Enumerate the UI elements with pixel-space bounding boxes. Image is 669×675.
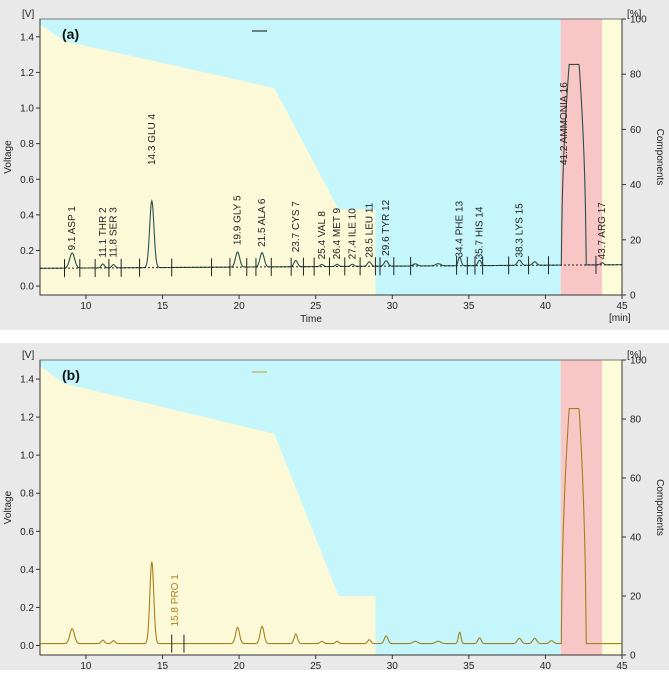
signal-trace (40, 407, 622, 645)
y-tick-label: 0.2 (20, 246, 34, 257)
x-tick-label: 35 (463, 661, 475, 670)
y-tick-label: 0.6 (20, 527, 34, 538)
y-tick-label: 1.2 (20, 413, 34, 424)
x-tick-label: 15 (157, 661, 169, 670)
y2-tick-label: 0 (630, 291, 636, 302)
y-tick-label: 1.4 (20, 32, 34, 43)
panel-label: (a) (62, 26, 79, 42)
background-band (602, 360, 622, 655)
y-tick-label: 0.6 (20, 175, 34, 186)
y-tick-label: 0.2 (20, 603, 34, 614)
y-tick-label: 1.2 (20, 68, 34, 79)
y-unit: [V] (22, 350, 34, 361)
x-tick-label: 10 (80, 661, 92, 670)
y2-tick-label: 40 (630, 180, 642, 191)
peak-label: 29.6 TYR 12 (381, 199, 392, 255)
peak-label: 26.4 MET 9 (332, 207, 343, 259)
peak-label: 9.1 ASP 1 (67, 206, 78, 251)
y2-tick-label: 20 (630, 592, 642, 603)
gradient-profile-area (40, 365, 376, 655)
peak-label: 28.5 LEU 11 (364, 202, 375, 257)
x-tick-label: 15 (157, 301, 169, 312)
chromatogram-panel-b: 0.0 0.2 0.4 0.6 0.8 1.0 1.2 1.4 0 20 40 60 80 100 10 15… (0, 343, 669, 675)
background-band (602, 19, 622, 295)
y-tick-label: 0.4 (20, 565, 34, 576)
x-tick-label: 25 (310, 661, 322, 670)
y-tick-label: 1.0 (20, 104, 34, 115)
y2-tick-label: 40 (630, 533, 642, 544)
y2-tick-label: 100 (630, 15, 647, 26)
peak-label: 19.9 GLY 5 (233, 195, 244, 245)
peak-label: 43.7 ARG 17 (597, 202, 608, 260)
peak-label: 15.8 PRO 1 (170, 574, 181, 627)
chromatogram-panel-a: 0.0 0.2 0.4 0.6 0.8 1.0 1.2 1.4 0 20 40 60 80 100 10 15… (0, 0, 669, 330)
y-unit: [V] (22, 9, 34, 20)
x-tick-label: 20 (234, 661, 246, 670)
x-axis-title: Time (300, 314, 322, 325)
peak-label: 27.4 ILE 10 (347, 208, 358, 260)
peak-label: 35.7 HIS 14 (475, 206, 486, 259)
x-tick-label: 30 (387, 301, 399, 312)
background-band (560, 360, 603, 655)
peak-label: 11.8 SER 3 (109, 207, 120, 258)
y-tick-label: 1.4 (20, 375, 34, 386)
x-tick-label: 45 (616, 301, 628, 312)
y2-tick-label: 80 (630, 70, 642, 81)
y2-axis-title: Components (654, 129, 665, 186)
x-unit: [min] (609, 313, 631, 324)
y2-unit: [%] (627, 9, 642, 20)
y-tick-label: 0.0 (20, 282, 34, 293)
y2-unit: [%] (627, 350, 642, 361)
x-tick-label: 30 (387, 661, 399, 670)
panel-label: (b) (62, 367, 80, 383)
y-tick-label: 0.8 (20, 139, 34, 150)
x-tick-label: 10 (80, 301, 92, 312)
y2-tick-label: 60 (630, 125, 642, 136)
x-tick-label: 45 (616, 661, 628, 670)
y2-axis-title: Components (654, 479, 665, 536)
peak-label: 34.4 PHE 13 (455, 200, 466, 257)
y-axis-title: Voltage (3, 140, 14, 174)
y2-tick-label: 0 (630, 651, 636, 662)
x-tick-label: 35 (463, 301, 475, 312)
peak-label: 23.7 CYS 7 (291, 201, 302, 253)
peak-label: 25.4 VAL 8 (317, 211, 328, 260)
y-tick-label: 0.0 (20, 641, 34, 652)
x-tick-label: 20 (234, 301, 246, 312)
y-tick-label: 0.4 (20, 210, 34, 221)
integration-baseline (39, 264, 623, 269)
y-tick-label: 1.0 (20, 451, 34, 462)
x-tick-label: 40 (540, 661, 552, 670)
peak-label: 21.5 ALA 6 (257, 198, 268, 247)
y2-tick-label: 80 (630, 415, 642, 426)
x-tick-label: 40 (540, 301, 552, 312)
background-band (560, 19, 603, 295)
y2-tick-label: 20 (630, 235, 642, 246)
y2-tick-label: 100 (630, 356, 647, 367)
y-tick-label: 0.8 (20, 489, 34, 500)
peak-label: 38.3 LYS 15 (514, 203, 525, 258)
y2-tick-label: 60 (630, 474, 642, 485)
peak-label: 11.1 THR 2 (98, 207, 109, 258)
peak-label: 14.3 GLU 4 (147, 113, 158, 165)
gradient-profile-area (40, 24, 376, 296)
peak-label: 41.2 AMMONIA 16 (559, 82, 570, 165)
y-axis-title: Voltage (3, 490, 14, 524)
x-tick-label: 25 (310, 301, 322, 312)
